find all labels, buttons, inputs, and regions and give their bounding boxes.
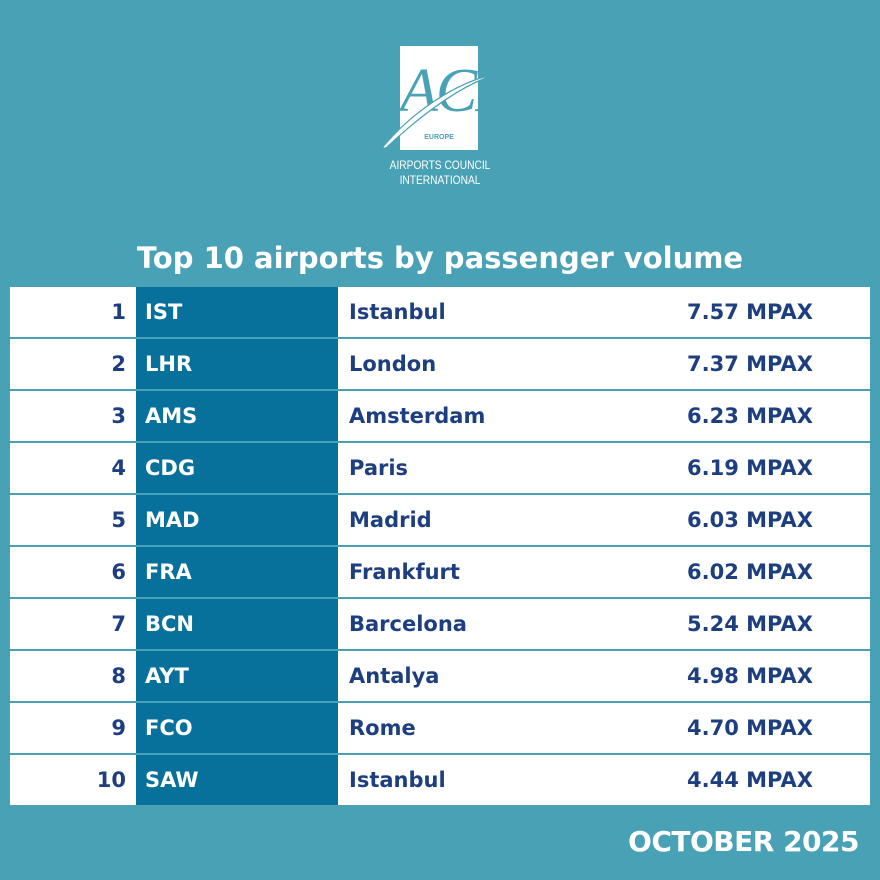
page-title: Top 10 airports by passenger volume [136,241,744,275]
airport-code-cell: AYT [136,651,338,701]
rank-cell: 2 [111,352,126,376]
logo-region: EUROPE [424,134,454,141]
table-row: 2 LHR London 7.37 MPAX [10,339,870,389]
rank-cell: 1 [111,300,126,324]
table-row: 1 IST Istanbul 7.57 MPAX [10,287,870,337]
city-cell: Barcelona [349,612,467,636]
logo-organization-name: AIRPORTS COUNCIL INTERNATIONAL [372,158,508,188]
passenger-volume-cell: 4.70 MPAX [687,716,813,740]
passenger-volume-cell: 4.98 MPAX [687,664,813,688]
logo-swoosh-icon [380,73,497,149]
passenger-volume-cell: 4.44 MPAX [687,768,813,792]
table-row: 8 AYT Antalya 4.98 MPAX [10,651,870,701]
logo-name-line1: AIRPORTS COUNCIL [389,158,491,172]
rank-cell: 9 [111,716,126,740]
city-cell: Amsterdam [349,404,486,428]
table-row: 10 SAW Istanbul 4.44 MPAX [10,755,870,805]
city-cell: Frankfurt [349,560,460,584]
table-row: 3 AMS Amsterdam 6.23 MPAX [10,391,870,441]
passenger-volume-cell: 6.03 MPAX [687,508,813,532]
passenger-volume-cell: 6.19 MPAX [687,456,813,480]
aci-europe-logo: ACI EUROPE AIRPORTS COUNCIL INTERNATIONA… [360,44,520,194]
city-cell: Istanbul [349,768,446,792]
rank-cell: 7 [111,612,126,636]
airport-code-cell: MAD [136,495,338,545]
city-cell: Antalya [349,664,440,688]
passenger-volume-cell: 6.02 MPAX [687,560,813,584]
table-row: 6 FRA Frankfurt 6.02 MPAX [10,547,870,597]
airport-code-cell: IST [136,287,338,337]
airport-code-cell: FCO [136,703,338,753]
city-cell: London [349,352,437,376]
airport-code-cell: FRA [136,547,338,597]
city-cell: Istanbul [349,300,446,324]
airport-code-cell: BCN [136,599,338,649]
airport-code-cell: CDG [136,443,338,493]
table-row: 9 FCO Rome 4.70 MPAX [10,703,870,753]
table-row: 7 BCN Barcelona 5.24 MPAX [10,599,870,649]
passenger-volume-cell: 7.37 MPAX [687,352,813,376]
city-cell: Paris [349,456,409,480]
airport-code-cell: AMS [136,391,338,441]
table-row: 4 CDG Paris 6.19 MPAX [10,443,870,493]
city-cell: Madrid [349,508,432,532]
rank-cell: 8 [111,664,126,688]
rank-cell: 3 [111,404,126,428]
passenger-volume-cell: 7.57 MPAX [687,300,813,324]
airport-code-cell: LHR [136,339,338,389]
airport-ranking-table: 1 IST Istanbul 7.57 MPAX 2 LHR London 7.37 MPAX… [10,287,870,807]
rank-cell: 10 [96,768,126,792]
passenger-volume-cell: 5.24 MPAX [687,612,813,636]
city-cell: Rome [349,716,416,740]
passenger-volume-cell: 6.23 MPAX [687,404,813,428]
rank-cell: 4 [111,456,126,480]
rank-cell: 6 [111,560,126,584]
report-date: OCTOBER 2025 [628,825,859,858]
airport-code-cell: SAW [136,755,338,805]
table-row: 5 MAD Madrid 6.03 MPAX [10,495,870,545]
rank-cell: 5 [111,508,126,532]
logo-name-line2: INTERNATIONAL [399,173,481,187]
